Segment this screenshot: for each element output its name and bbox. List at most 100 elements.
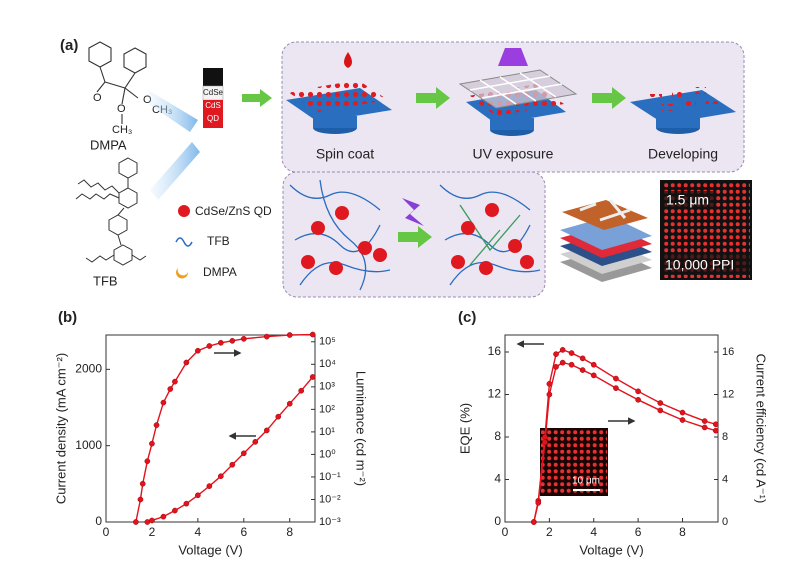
data-point	[309, 331, 316, 338]
process-arrow	[416, 87, 450, 109]
panel-label: (c)	[458, 309, 476, 326]
vial-text: CdSe	[203, 88, 224, 97]
y2-axis-label: Current efficiency (cd A⁻¹)	[754, 354, 769, 504]
data-point	[542, 439, 548, 446]
mixing-arrow	[150, 142, 200, 200]
vial-text: QD	[207, 114, 219, 123]
data-point	[546, 391, 553, 398]
x-tick-label: 6	[240, 525, 247, 539]
uv-exposure-step	[458, 48, 578, 136]
x-tick-label: 4	[590, 525, 597, 539]
data-point	[172, 378, 178, 385]
data-point	[139, 480, 146, 487]
atom-label: O	[143, 94, 152, 106]
data-point	[712, 427, 719, 434]
legend-marker	[176, 268, 189, 279]
data-point	[530, 519, 537, 525]
data-point	[206, 343, 213, 349]
x-tick-label: 0	[502, 525, 509, 539]
legend-label: DMPA	[203, 265, 237, 279]
y2-tick-label: 10⁰	[319, 448, 336, 460]
label-backing	[662, 255, 750, 275]
y-axis-label: EQE (%)	[457, 403, 472, 454]
data-point	[252, 439, 259, 445]
data-point	[679, 409, 686, 416]
network-before-dots	[301, 206, 387, 275]
data-point	[701, 418, 708, 424]
y-tick-label: 2000	[75, 362, 102, 376]
molecule-name: DMPA	[90, 137, 127, 152]
developing-step	[630, 87, 736, 134]
data-point	[568, 350, 575, 356]
data-point	[263, 333, 270, 340]
y2-tick-label: 10⁵	[319, 336, 336, 348]
data-point	[217, 339, 224, 346]
vial-cap	[203, 68, 223, 86]
network-after-dots	[451, 203, 534, 275]
data-point	[535, 500, 542, 506]
data-point	[153, 422, 160, 428]
data-point	[553, 364, 559, 370]
x-tick-label: 8	[286, 525, 293, 539]
data-point	[240, 450, 247, 457]
y2-tick-label: 10¹	[319, 426, 335, 438]
data-point	[579, 355, 586, 362]
legend-label: TFB	[207, 234, 230, 248]
y2-tick-label: 12	[722, 388, 734, 400]
y2-tick-label: 8	[722, 431, 728, 443]
tfb-structure	[75, 157, 147, 266]
x-tick-label: 6	[635, 525, 642, 539]
data-point	[613, 385, 619, 391]
data-point	[183, 359, 190, 366]
charts: (b)0 2 4 6 801000200010⁻³10⁻²10⁻¹10⁰10¹10²10…	[53, 309, 768, 557]
data-point	[701, 424, 708, 431]
y2-tick-label: 0	[722, 516, 728, 528]
data-point	[263, 427, 270, 434]
data-point	[635, 396, 641, 403]
data-point	[149, 517, 155, 524]
x-tick-label: 8	[679, 525, 686, 539]
panel-label: (a)	[60, 37, 78, 54]
data-point	[217, 473, 224, 480]
y2-tick-label: 10³	[319, 381, 335, 393]
data-point	[309, 374, 316, 380]
y-tick-label: 1000	[75, 438, 102, 452]
data-point	[657, 407, 664, 414]
data-point	[275, 413, 282, 420]
micrograph-label: 1.5 μm	[666, 192, 709, 208]
plot-frame	[504, 334, 719, 523]
data-point	[172, 507, 178, 514]
data-point	[229, 461, 236, 468]
panel-label: (b)	[58, 309, 77, 326]
data-point	[167, 386, 174, 392]
data-point	[286, 400, 293, 407]
uv-bolt	[402, 198, 424, 226]
data-point	[679, 417, 686, 423]
data-point	[149, 440, 155, 447]
y2-tick-label: 10⁴	[319, 358, 336, 370]
process-arrow	[242, 89, 272, 107]
y-tick-label: 0	[95, 514, 102, 528]
device-stack	[560, 199, 652, 282]
molecule-name: TFB	[93, 273, 118, 288]
step-label: UV exposure	[473, 146, 554, 162]
data-point	[229, 337, 236, 344]
data-point	[133, 519, 139, 525]
data-point	[590, 372, 597, 379]
atom-label: CH₃	[112, 124, 132, 136]
data-point	[195, 492, 201, 499]
series-line	[135, 333, 313, 523]
y-tick-label: 16	[488, 344, 502, 358]
y2-tick-label: 4	[722, 473, 728, 485]
data-point	[144, 458, 151, 465]
data-point	[160, 399, 167, 406]
step-label: Developing	[648, 146, 718, 162]
x-tick-label: 4	[195, 525, 202, 539]
y-tick-label: 4	[494, 472, 501, 486]
data-point	[137, 496, 144, 503]
y-tick-label: 12	[488, 387, 502, 401]
data-point	[206, 483, 213, 489]
panel-a: (a) O O CH₃ O CH₃ DMPA TFB	[60, 37, 752, 298]
vial-body	[203, 100, 223, 128]
